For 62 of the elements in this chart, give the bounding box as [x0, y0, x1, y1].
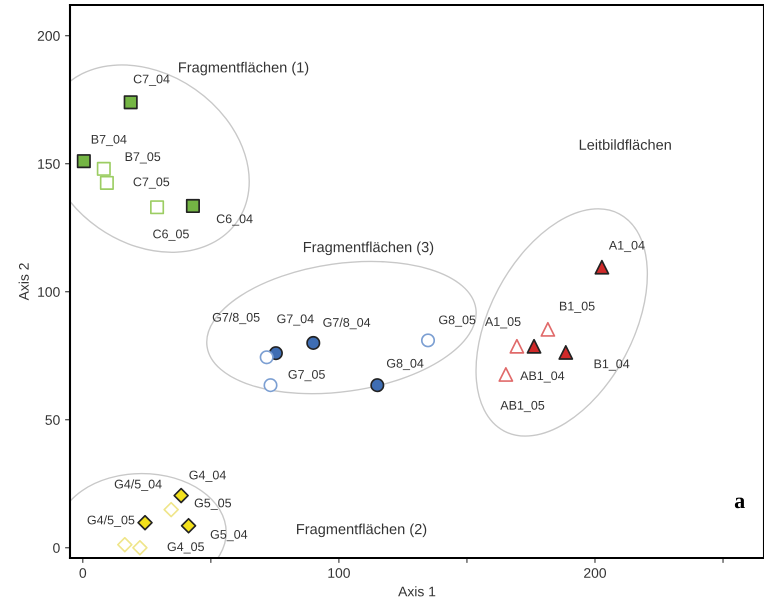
y-tick-label: 100 [38, 287, 60, 297]
data-label: B1_05 [560, 302, 595, 313]
point [173, 488, 189, 504]
data-label: G4/5_05 [88, 515, 134, 527]
data-label: C7_04 [134, 74, 170, 86]
y-tick-label: 50 [45, 415, 60, 425]
point [186, 198, 200, 214]
point [420, 333, 436, 348]
data-label: C6_05 [153, 230, 189, 241]
annotation: a [734, 498, 745, 508]
point [526, 338, 542, 354]
data-label: AB1_04 [520, 371, 564, 383]
annotation: Leitbildflächen [580, 139, 671, 150]
x-tick-label: 0 [79, 568, 86, 578]
point [594, 260, 610, 275]
data-label: G5_04 [210, 530, 248, 542]
point [137, 514, 153, 530]
data-label: G7_05 [288, 370, 325, 382]
annotation: Fragmentflächen (2) [297, 524, 426, 538]
data-label: G7/8_04 [323, 318, 370, 330]
point [306, 336, 320, 350]
x-tick-label: 200 [584, 568, 606, 578]
data-label: G4_04 [189, 470, 226, 482]
point [558, 344, 574, 360]
x-tick-label: 100 [328, 568, 350, 578]
y-tick-label: 200 [38, 31, 60, 41]
point [100, 176, 114, 190]
point [498, 367, 514, 382]
point [96, 162, 111, 176]
point [163, 502, 179, 518]
annotation: Fragmentflächen (3) [304, 242, 434, 256]
point [76, 154, 91, 168]
point [260, 350, 274, 364]
data-label: AB1_05 [500, 400, 544, 412]
data-label: B7_05 [126, 152, 160, 164]
point [370, 378, 384, 392]
y-tick-label: 0 [53, 543, 60, 553]
point [124, 95, 138, 110]
y-tick-label: 150 [38, 159, 60, 169]
y-axis-title: Axis 2 [18, 263, 29, 300]
point [509, 338, 524, 354]
data-label: C7_05 [134, 177, 170, 189]
point [117, 536, 133, 552]
data-label: G8_05 [439, 315, 476, 327]
data-label: G4_05 [168, 542, 204, 554]
data-label: B1_04 [594, 359, 630, 371]
point [150, 200, 164, 214]
x-axis-title: Axis 1 [398, 586, 436, 596]
data-label: A1_05 [484, 317, 521, 328]
data-label: A1_04 [608, 240, 645, 252]
data-label: G7_04 [277, 314, 314, 326]
point [540, 322, 556, 337]
data-label: G7/8_05 [212, 312, 260, 324]
data-label: G4/5_04 [114, 479, 162, 491]
data-label: C6_04 [216, 214, 253, 226]
point [132, 540, 148, 556]
annotation: Fragmentflächen (1) [179, 62, 308, 76]
data-label: G8_04 [386, 358, 424, 370]
point [263, 378, 278, 392]
data-label: B7_04 [92, 134, 127, 146]
point [180, 518, 196, 534]
data-label: G5_05 [194, 498, 232, 510]
